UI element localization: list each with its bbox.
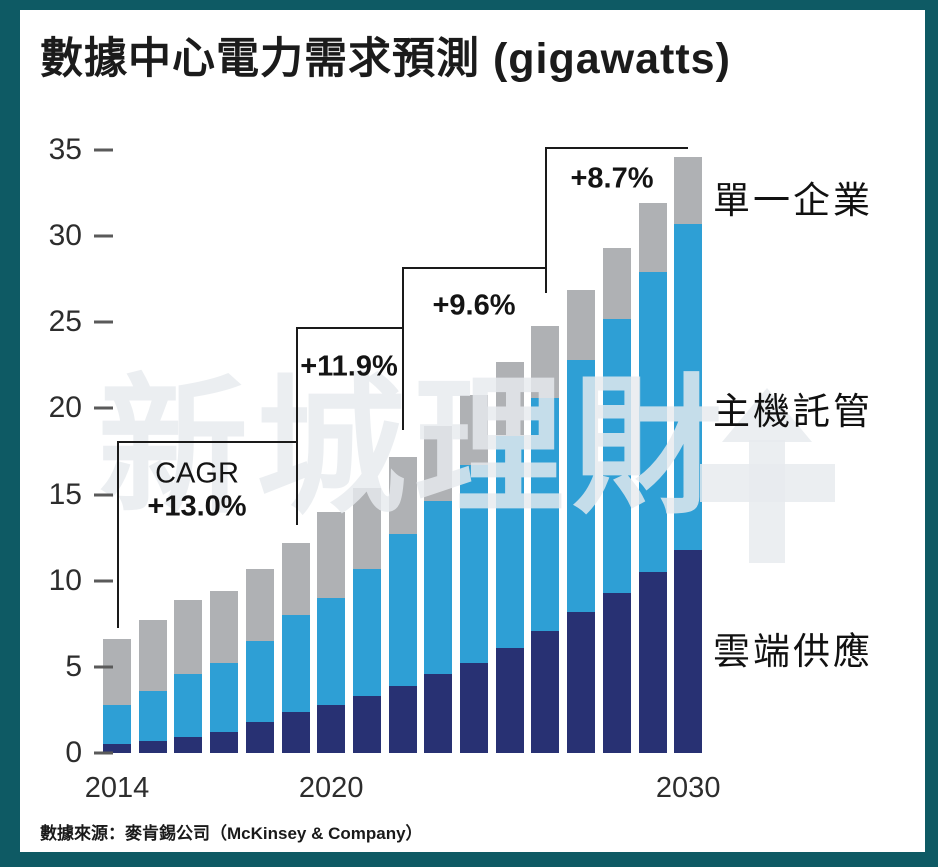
bar-segment-2025-雲端供應 xyxy=(495,647,524,753)
bar-segment-2030-主機託管 xyxy=(674,224,703,550)
bar-segment-2025-主機託管 xyxy=(495,435,524,648)
y-tick-label-20: 20 xyxy=(48,391,82,425)
cagr-prefix: CAGR xyxy=(155,457,239,490)
bar-segment-2021-單一企業 xyxy=(352,487,381,569)
bar-segment-2030-單一企業 xyxy=(674,156,703,225)
chart-title: 數據中心電力需求預測 (gigawatts) xyxy=(40,35,731,83)
bar-segment-2016-單一企業 xyxy=(174,599,203,674)
bar-segment-2021-雲端供應 xyxy=(352,696,381,753)
bar-segment-2022-單一企業 xyxy=(388,456,417,535)
y-tick-dash-30 xyxy=(94,234,113,238)
bar-segment-2015-雲端供應 xyxy=(138,740,167,753)
cagr-annotation-2022-2026: +9.6% xyxy=(432,289,516,322)
bar-segment-2014-主機託管 xyxy=(103,704,131,745)
series-label-colocation: 主機託管 xyxy=(713,392,873,433)
y-tick-label-15: 15 xyxy=(48,477,82,511)
bar-segment-2020-單一企業 xyxy=(317,511,346,598)
y-tick-dash-25 xyxy=(94,320,113,324)
bar-segment-2028-單一企業 xyxy=(602,248,631,319)
bar-segment-2023-雲端供應 xyxy=(424,673,453,753)
bar-segment-2023-單一企業 xyxy=(424,425,453,502)
bar-segment-2023-主機託管 xyxy=(424,501,453,674)
y-tick-dash-15 xyxy=(94,493,113,497)
bar-segment-2026-單一企業 xyxy=(531,325,560,399)
y-tick-dash-35 xyxy=(94,148,113,152)
bar-segment-2018-單一企業 xyxy=(245,568,274,641)
x-tick-label-2030: 2030 xyxy=(655,772,721,804)
y-tick-label-35: 35 xyxy=(48,132,82,166)
y-tick-dash-20 xyxy=(94,406,113,410)
y-tick-label-5: 5 xyxy=(65,649,82,683)
bar-segment-2029-單一企業 xyxy=(638,203,667,273)
bar-segment-2024-單一企業 xyxy=(460,394,488,466)
bar-segment-2022-雲端供應 xyxy=(388,685,417,753)
cagr-annotation-2014-2019: CAGR +13.0% xyxy=(147,457,247,523)
bar-segment-2014-雲端供應 xyxy=(103,744,131,753)
bar-segment-2026-雲端供應 xyxy=(531,630,560,753)
bar-segment-2028-雲端供應 xyxy=(602,592,631,753)
cagr-annotation-2026-2030: +8.7% xyxy=(570,162,654,195)
bar-segment-2020-主機託管 xyxy=(317,597,346,705)
y-tick-dash-5 xyxy=(94,665,113,669)
y-tick-label-25: 25 xyxy=(48,305,82,339)
bar-segment-2019-單一企業 xyxy=(281,542,310,616)
x-tick-label-2014: 2014 xyxy=(84,772,150,804)
bar-segment-2017-雲端供應 xyxy=(210,732,239,753)
bar-segment-2016-雲端供應 xyxy=(174,737,203,753)
bar-segment-2015-單一企業 xyxy=(138,620,167,691)
y-tick-label-30: 30 xyxy=(48,219,82,253)
x-tick-label-2020: 2020 xyxy=(298,772,364,804)
y-tick-label-0: 0 xyxy=(65,736,82,769)
series-label-enterprise: 單一企業 xyxy=(713,181,873,222)
bar-segment-2016-主機託管 xyxy=(174,673,203,738)
bar-segment-2029-雲端供應 xyxy=(638,572,667,753)
bar-segment-2030-雲端供應 xyxy=(674,549,703,753)
bar-segment-2017-單一企業 xyxy=(210,591,239,664)
bar-segment-2019-雲端供應 xyxy=(281,711,310,753)
bar-segment-2018-雲端供應 xyxy=(245,721,274,753)
y-tick-dash-10 xyxy=(94,579,113,583)
series-label-cloud: 雲端供應 xyxy=(713,632,873,673)
source-note: 數據來源：麥肯錫公司（McKinsey & Company） xyxy=(40,824,423,843)
bar-segment-2024-主機託管 xyxy=(460,465,488,664)
bar-segment-2028-主機託管 xyxy=(602,318,631,593)
bar-segment-2021-主機託管 xyxy=(352,568,381,697)
bar-segment-2026-主機託管 xyxy=(531,398,560,631)
bar-segment-2015-主機託管 xyxy=(138,690,167,741)
bar-segment-2025-單一企業 xyxy=(495,361,524,436)
bar-segment-2018-主機託管 xyxy=(245,641,274,722)
bar-segment-2027-單一企業 xyxy=(567,289,596,361)
bar-segment-2020-雲端供應 xyxy=(317,704,346,753)
bar-segment-2019-主機託管 xyxy=(281,615,310,712)
bar-segment-2024-雲端供應 xyxy=(460,663,488,753)
y-tick-label-10: 10 xyxy=(48,563,82,597)
bar-segment-2022-主機託管 xyxy=(388,534,417,686)
bar-segment-2017-主機託管 xyxy=(210,663,239,733)
bar-segment-2014-單一企業 xyxy=(103,639,131,705)
bar-segment-2027-主機託管 xyxy=(567,360,596,612)
cagr-annotation-2019-2022: +11.9% xyxy=(300,350,398,383)
bar-segment-2029-主機託管 xyxy=(638,272,667,573)
bar-segment-2027-雲端供應 xyxy=(567,611,596,753)
y-tick-dash-0 xyxy=(94,751,113,755)
